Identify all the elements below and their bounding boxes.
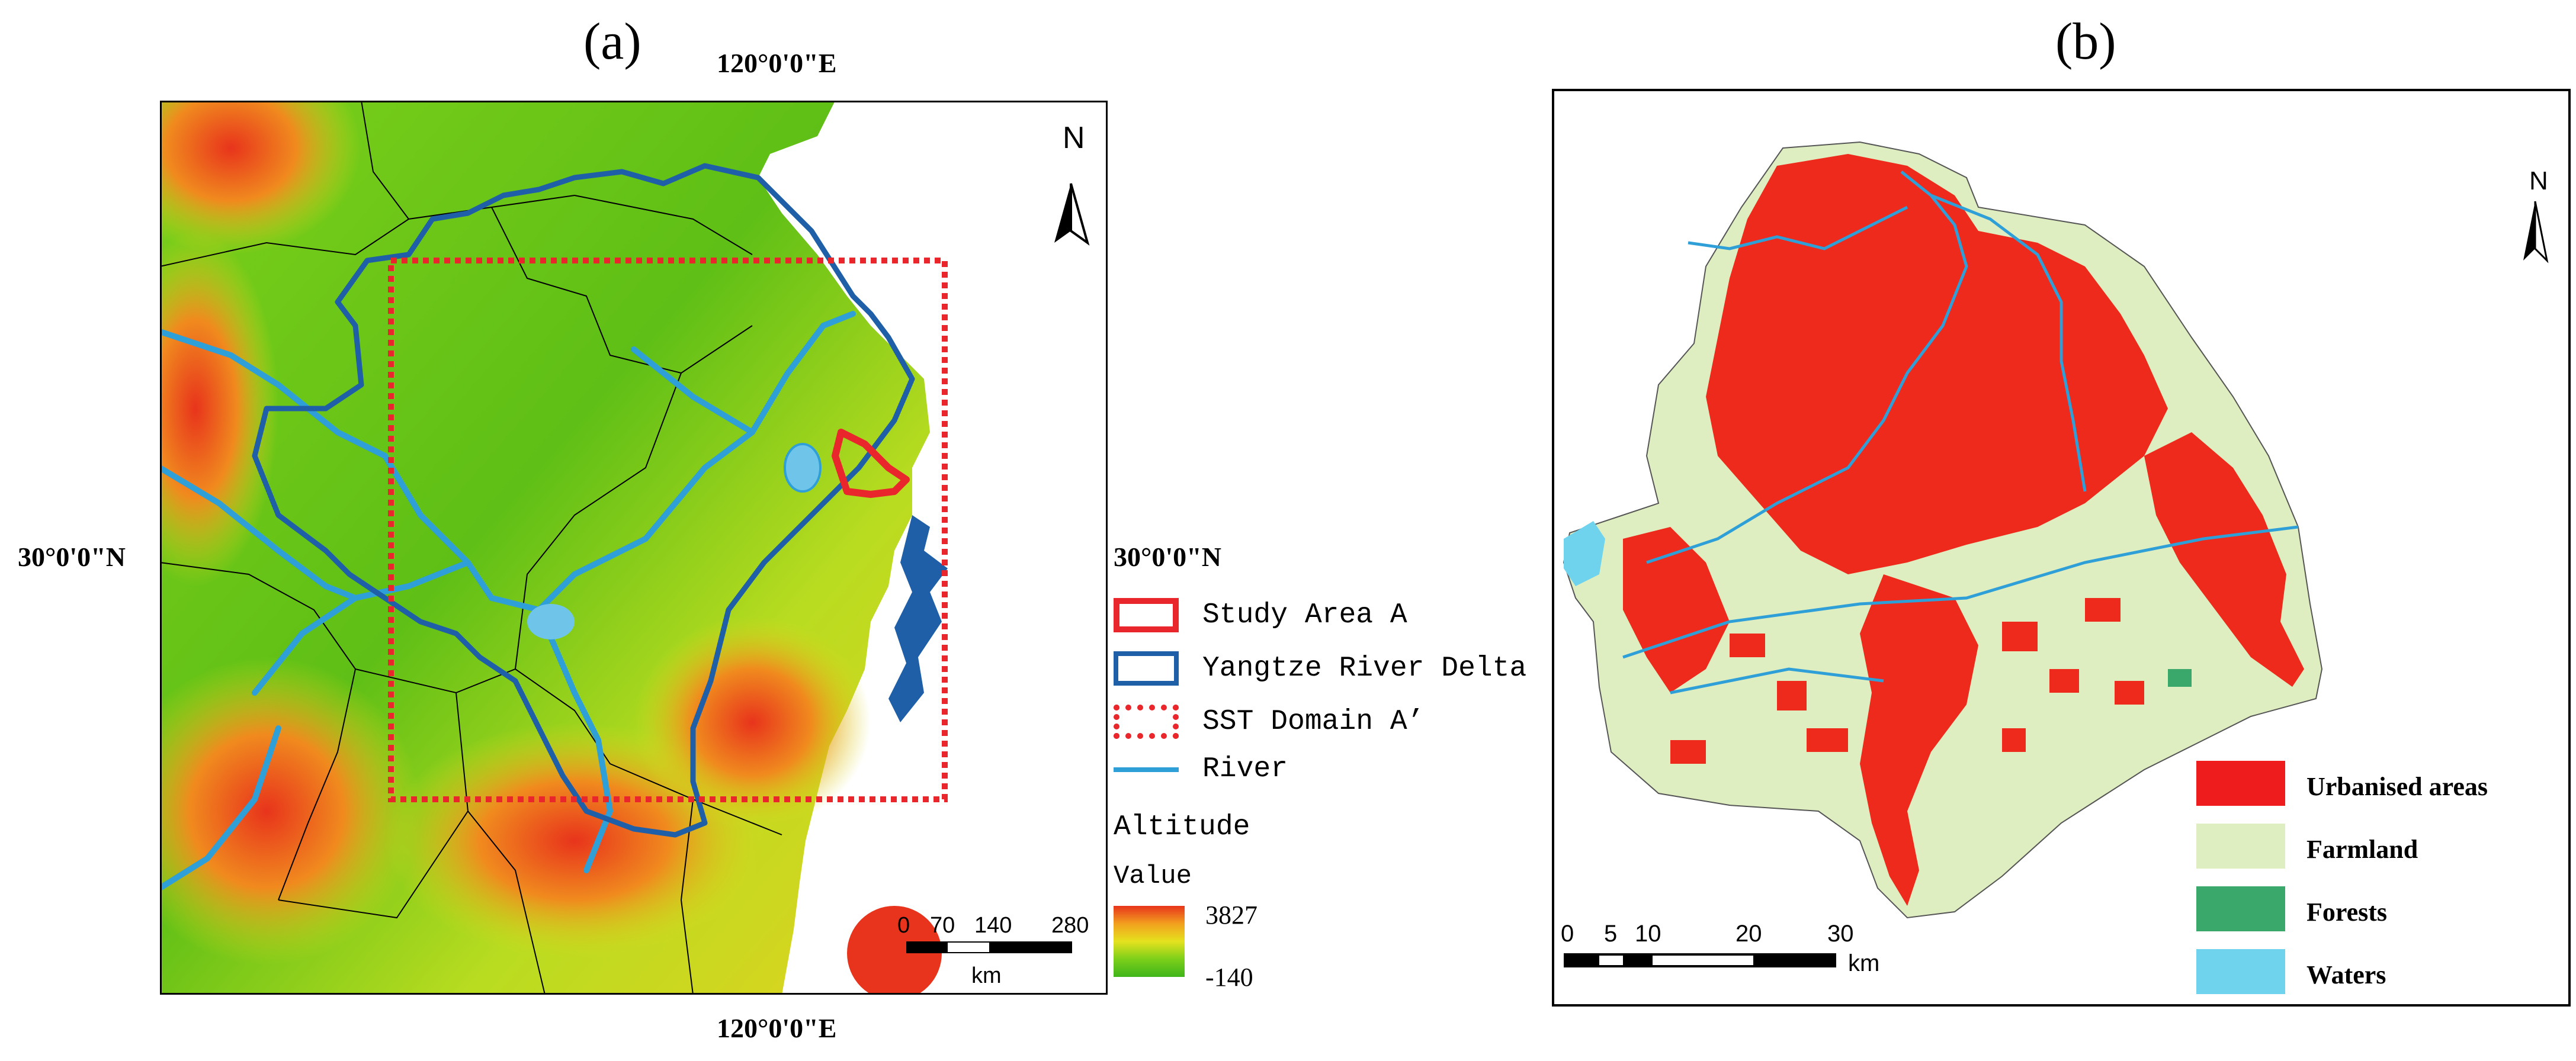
- legend-label-yangtze-delta: Yangtze River Delta: [1202, 652, 1527, 684]
- legend-label-farmland: Farmland: [2306, 835, 2418, 864]
- north-arrow-b: [2523, 201, 2549, 263]
- altitude-max: 3827: [1205, 901, 1257, 930]
- islands: [888, 515, 948, 722]
- svg-text:0: 0: [897, 913, 910, 938]
- scale-bar-a: 0 70 140 280 km: [897, 913, 1089, 988]
- panel-a-label: (a): [583, 13, 641, 70]
- svg-text:0: 0: [1561, 921, 1574, 947]
- altitude-color-ramp: [1114, 906, 1185, 977]
- panel-a-legend: Study Area A Yangtze River Delta SST Dom…: [1114, 598, 1540, 992]
- altitude-min: -140: [1205, 963, 1253, 992]
- panel-b-map: N 0 5 10 20 30 km: [1552, 89, 2571, 1007]
- panel-b-legend: Urbanised areas Farmland Forests Waters: [2196, 761, 2552, 998]
- urban-east: [2144, 432, 2304, 687]
- svg-text:30: 30: [1827, 921, 1854, 947]
- legend-label-urban: Urbanised areas: [2306, 772, 2488, 801]
- water-west-lake: [1564, 521, 1605, 586]
- legend-swatch-farmland: [2196, 824, 2285, 869]
- svg-text:70: 70: [930, 913, 955, 938]
- sst-domain-box: [388, 258, 948, 802]
- legend-label-sst-domain: SST Domain A’: [1202, 706, 1425, 738]
- north-label-a: N: [1063, 121, 1085, 155]
- legend-swatch-yangtze-delta: [1114, 651, 1179, 686]
- altitude-title: Altitude: [1114, 811, 1250, 843]
- panel-a-map: N 0 70 140 280 km: [160, 101, 1108, 995]
- svg-text:km: km: [971, 963, 1002, 988]
- lake-taihu: [784, 443, 822, 493]
- legend-swatch-river: [1114, 767, 1179, 772]
- scale-bar-b: 0 5 10 20 30 km: [1561, 921, 1879, 976]
- legend-swatch-study-area: [1114, 598, 1179, 632]
- legend-label-river: River: [1202, 753, 1288, 785]
- legend-swatch-waters: [2196, 949, 2285, 994]
- lake-poyang: [527, 604, 575, 639]
- svg-text:20: 20: [1735, 921, 1762, 947]
- svg-text:km: km: [1848, 950, 1879, 976]
- north-label-b: N: [2529, 166, 2548, 195]
- panel-b-label: (b): [2055, 13, 2116, 70]
- mountain-sw: [160, 657, 421, 965]
- panel-a-coord-right: 30°0'0"N: [1114, 542, 1221, 572]
- urban-west: [1623, 527, 1730, 693]
- study-area-a-outline: [832, 429, 910, 498]
- legend-label-study-area: Study Area A: [1202, 599, 1407, 631]
- legend-swatch-forests: [2196, 886, 2285, 931]
- mountain-taiwan: [847, 906, 942, 995]
- mountain-nw: [160, 101, 361, 255]
- panel-a-coord-bottom: 120°0'0"E: [717, 1013, 837, 1043]
- mountain-w: [160, 231, 278, 586]
- north-arrow-a: [1054, 183, 1090, 246]
- svg-text:140: 140: [974, 913, 1012, 938]
- svg-text:5: 5: [1604, 921, 1617, 947]
- urban-core: [1706, 154, 2168, 574]
- value-title: Value: [1114, 861, 1192, 891]
- panel-a-coord-left: 30°0'0"N: [18, 542, 126, 572]
- legend-swatch-urban: [2196, 761, 2285, 806]
- panel-a-coord-top: 120°0'0"E: [717, 48, 837, 78]
- urban-south: [1860, 574, 1978, 906]
- forest-patch: [2168, 669, 2192, 687]
- legend-swatch-sst-domain: [1114, 705, 1179, 739]
- legend-label-waters: Waters: [2306, 960, 2386, 989]
- svg-text:10: 10: [1635, 921, 1661, 947]
- svg-text:280: 280: [1051, 913, 1089, 938]
- legend-label-forests: Forests: [2306, 898, 2388, 927]
- yangtze-delta-boundary: [252, 163, 915, 838]
